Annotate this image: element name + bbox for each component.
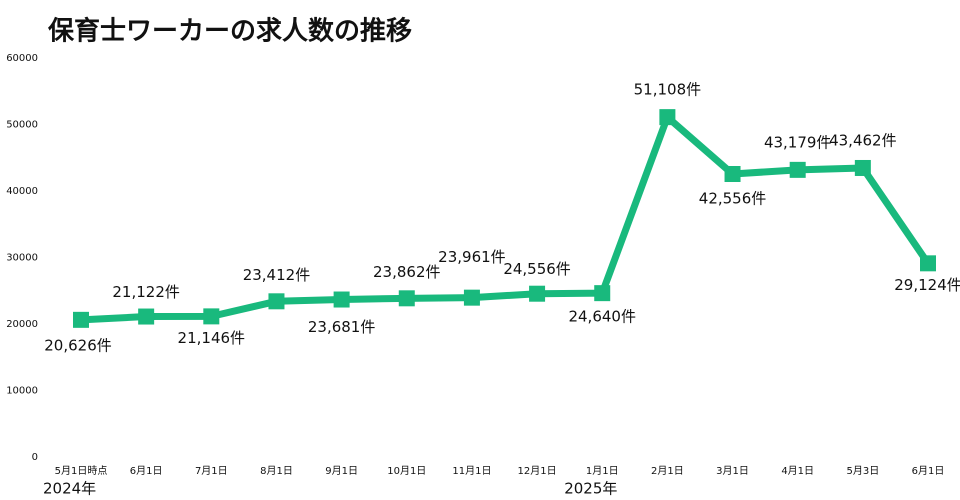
x-tick-label: 6月1日 — [130, 465, 163, 477]
value-label: 29,124件 — [894, 276, 960, 294]
x-tick-label: 7月1日 — [195, 465, 228, 477]
marker — [920, 255, 936, 272]
x-tick-label: 2月1日 — [651, 465, 684, 477]
x-tick-label: 11月1日 — [452, 465, 491, 477]
marker — [724, 166, 741, 183]
marker — [659, 109, 676, 126]
marker — [463, 289, 480, 306]
y-tick-label: 30000 — [6, 253, 38, 264]
value-label: 23,862件 — [373, 263, 441, 281]
value-label: 23,412件 — [243, 266, 311, 284]
value-label: 21,146件 — [178, 329, 246, 347]
x-tick-label: 10月1日 — [387, 465, 426, 477]
year-label: 2024年 — [43, 480, 96, 498]
marker — [138, 308, 155, 325]
marker — [854, 159, 871, 176]
value-label: 43,179件 — [764, 133, 832, 151]
value-label: 20,626件 — [44, 336, 112, 354]
value-label: 24,640件 — [568, 308, 636, 326]
marker — [594, 285, 611, 302]
x-tick-label: 6月1日 — [912, 465, 945, 477]
marker — [529, 285, 546, 302]
marker — [268, 293, 285, 310]
marker — [203, 308, 220, 325]
value-label: 51,108件 — [634, 81, 702, 99]
value-label: 23,961件 — [438, 248, 506, 266]
x-tick-label: 8月1日 — [260, 465, 293, 477]
x-tick-label: 5月1日時点 — [55, 465, 108, 477]
x-tick-label: 5月3日 — [846, 465, 879, 477]
series-line — [80, 113, 931, 324]
marker — [73, 311, 89, 328]
marker — [333, 291, 350, 308]
y-tick-label: 20000 — [6, 319, 38, 330]
y-tick-label: 0 — [32, 452, 38, 463]
marker — [398, 290, 415, 307]
y-tick-label: 60000 — [6, 53, 38, 64]
value-label: 42,556件 — [699, 190, 767, 208]
year-label: 2025年 — [564, 480, 617, 498]
x-tick-label: 12月1日 — [518, 465, 557, 477]
chart-title: 保育士ワーカーの求人数の推移 — [47, 16, 412, 47]
value-label: 43,462件 — [829, 131, 897, 149]
marker — [789, 161, 806, 178]
value-label: 21,122件 — [112, 283, 180, 301]
x-tick-label: 3月1日 — [716, 465, 749, 477]
value-label: 24,556件 — [503, 260, 571, 278]
y-tick-label: 40000 — [6, 186, 38, 197]
y-tick-label: 10000 — [6, 386, 38, 397]
x-tick-label: 9月1日 — [325, 465, 358, 477]
value-label: 23,681件 — [308, 318, 376, 336]
x-tick-label: 4月1日 — [781, 465, 814, 477]
y-tick-label: 50000 — [6, 120, 38, 131]
x-tick-label: 1月1日 — [586, 465, 619, 477]
